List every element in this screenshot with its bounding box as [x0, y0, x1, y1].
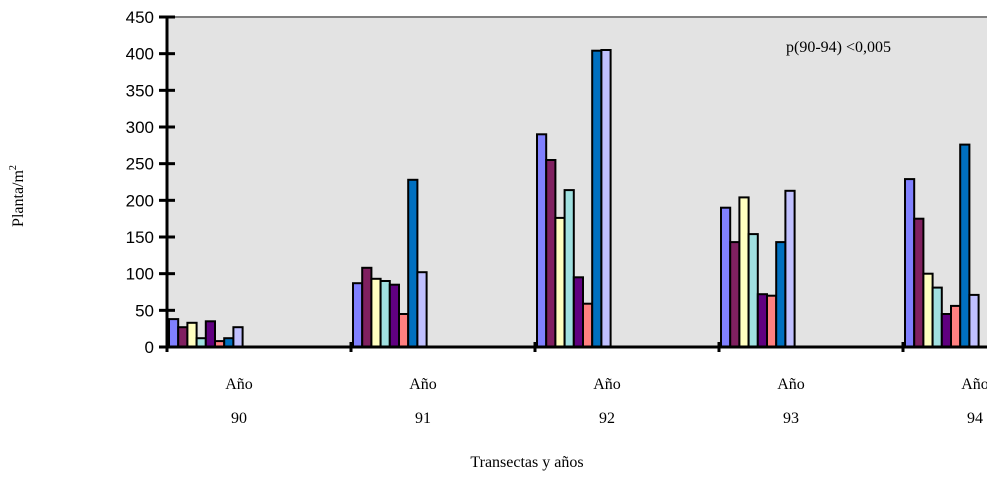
y-tick-label: 100: [126, 265, 154, 284]
bars-group: [168, 49, 980, 349]
bar-94-6: [950, 304, 962, 348]
bar-94-1: [904, 178, 916, 348]
bar-94-7: [959, 143, 971, 348]
x-tick-label-prefix: Año: [961, 376, 987, 393]
x-tick-label-prefix: Año: [593, 376, 621, 393]
y-tick-label: 350: [126, 81, 154, 100]
bar-93-3: [738, 196, 750, 348]
y-tick-label: 0: [145, 338, 154, 357]
x-tick-label-prefix: Año: [225, 376, 253, 393]
bar-90-8: [232, 326, 244, 349]
y-tick-label: 250: [126, 155, 154, 174]
x-tick-label: 92: [599, 410, 615, 427]
svg-text:Planta/m2: Planta/m2: [8, 165, 27, 227]
bar-91-3: [370, 277, 382, 348]
x-tick-label: 93: [783, 410, 799, 427]
bar-92-3: [554, 216, 566, 348]
bar-93-2: [729, 241, 741, 349]
bar-94-8: [968, 293, 980, 348]
bar-93-6: [766, 294, 778, 349]
y-tick-label: 50: [135, 301, 154, 320]
x-tick-label-prefix: Año: [777, 376, 805, 393]
bar-91-2: [361, 266, 373, 348]
annotation: p(90-94) <0,005: [786, 39, 891, 56]
bar-93-7: [775, 241, 787, 349]
bar-91-7: [407, 178, 419, 348]
bar-91-8: [416, 271, 428, 349]
bar-93-1: [720, 206, 732, 348]
bar-92-1: [536, 133, 548, 348]
bar-94-2: [913, 217, 925, 348]
x-tick-label: 91: [415, 410, 431, 427]
bar-90-2: [177, 326, 189, 349]
bar-91-5: [388, 283, 400, 349]
bar-90-5: [204, 320, 217, 348]
y-tick-label: 200: [126, 191, 154, 210]
bar-94-3: [922, 272, 934, 349]
bar-92-4: [563, 189, 575, 348]
bar-92-8: [600, 49, 612, 348]
bar-94-5: [940, 313, 952, 348]
y-tick-label: 300: [126, 118, 154, 137]
bar-93-4: [747, 233, 759, 349]
x-tick-label: 94: [967, 410, 983, 427]
bar-94-4: [931, 286, 943, 349]
x-axis: Año 90 Año 91 Año 92 Año 93 Año 94: [165, 342, 987, 427]
y-axis-title-superscript: 2: [8, 165, 19, 170]
y-axis-title: Planta/m: [10, 170, 27, 227]
bar-91-4: [379, 280, 391, 348]
bar-93-5: [756, 293, 768, 349]
bar-92-2: [545, 159, 557, 348]
y-tick-label: 150: [126, 228, 154, 247]
x-tick-label: 90: [231, 410, 247, 427]
x-axis-title: Transectas y años: [470, 454, 583, 471]
bar-90-1: [168, 318, 180, 349]
y-axis-title-group: Planta/m2: [8, 165, 27, 227]
y-tick-label: 400: [126, 45, 154, 64]
bar-91-1: [352, 282, 364, 349]
y-tick-label: 450: [126, 8, 154, 27]
bar-92-7: [591, 49, 603, 348]
x-tick-label-prefix: Año: [409, 376, 437, 393]
bar-90-3: [186, 321, 198, 348]
bar-91-6: [398, 313, 410, 348]
bar-92-5: [572, 276, 584, 348]
y-axis: 0 50 100 150 200 250 300 350 400 450: [126, 8, 175, 357]
bar-92-6: [582, 302, 594, 349]
bar-93-8: [784, 189, 796, 348]
